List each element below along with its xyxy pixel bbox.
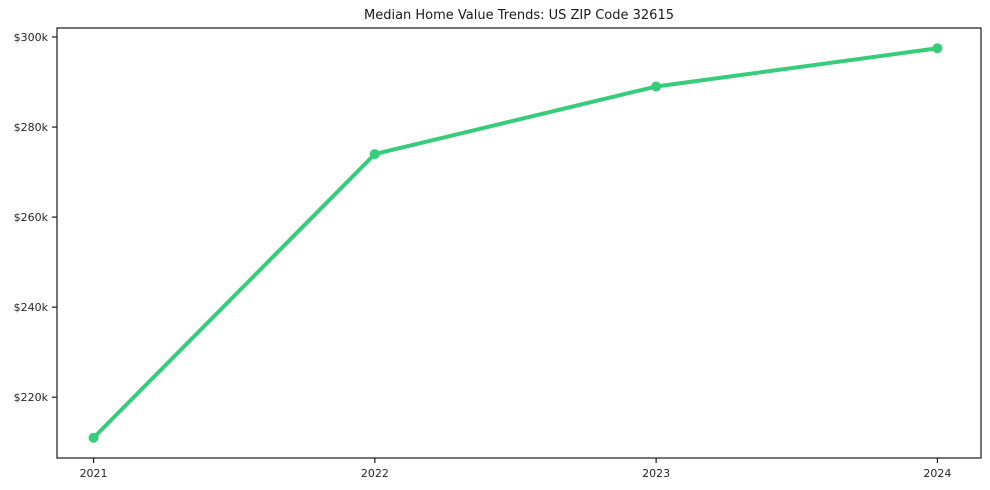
y-tick-label: $280k <box>14 121 49 134</box>
x-tick-label: 2022 <box>361 467 389 480</box>
line-series <box>91 46 940 440</box>
y-tick-label: $220k <box>14 391 49 404</box>
x-tick-label: 2021 <box>80 467 108 480</box>
data-point-marker <box>369 149 380 160</box>
data-point-marker <box>651 81 662 92</box>
x-tick-label: 2023 <box>642 467 670 480</box>
y-tick-label: $300k <box>14 31 49 44</box>
data-point-marker <box>88 432 99 443</box>
plot-frame <box>56 27 982 459</box>
y-tick-label: $240k <box>14 301 49 314</box>
data-point-marker <box>932 43 943 54</box>
chart-title: Median Home Value Trends: US ZIP Code 32… <box>363 8 674 23</box>
y-tick-label: $260k <box>14 211 49 224</box>
x-tick-label: 2024 <box>923 467 951 480</box>
